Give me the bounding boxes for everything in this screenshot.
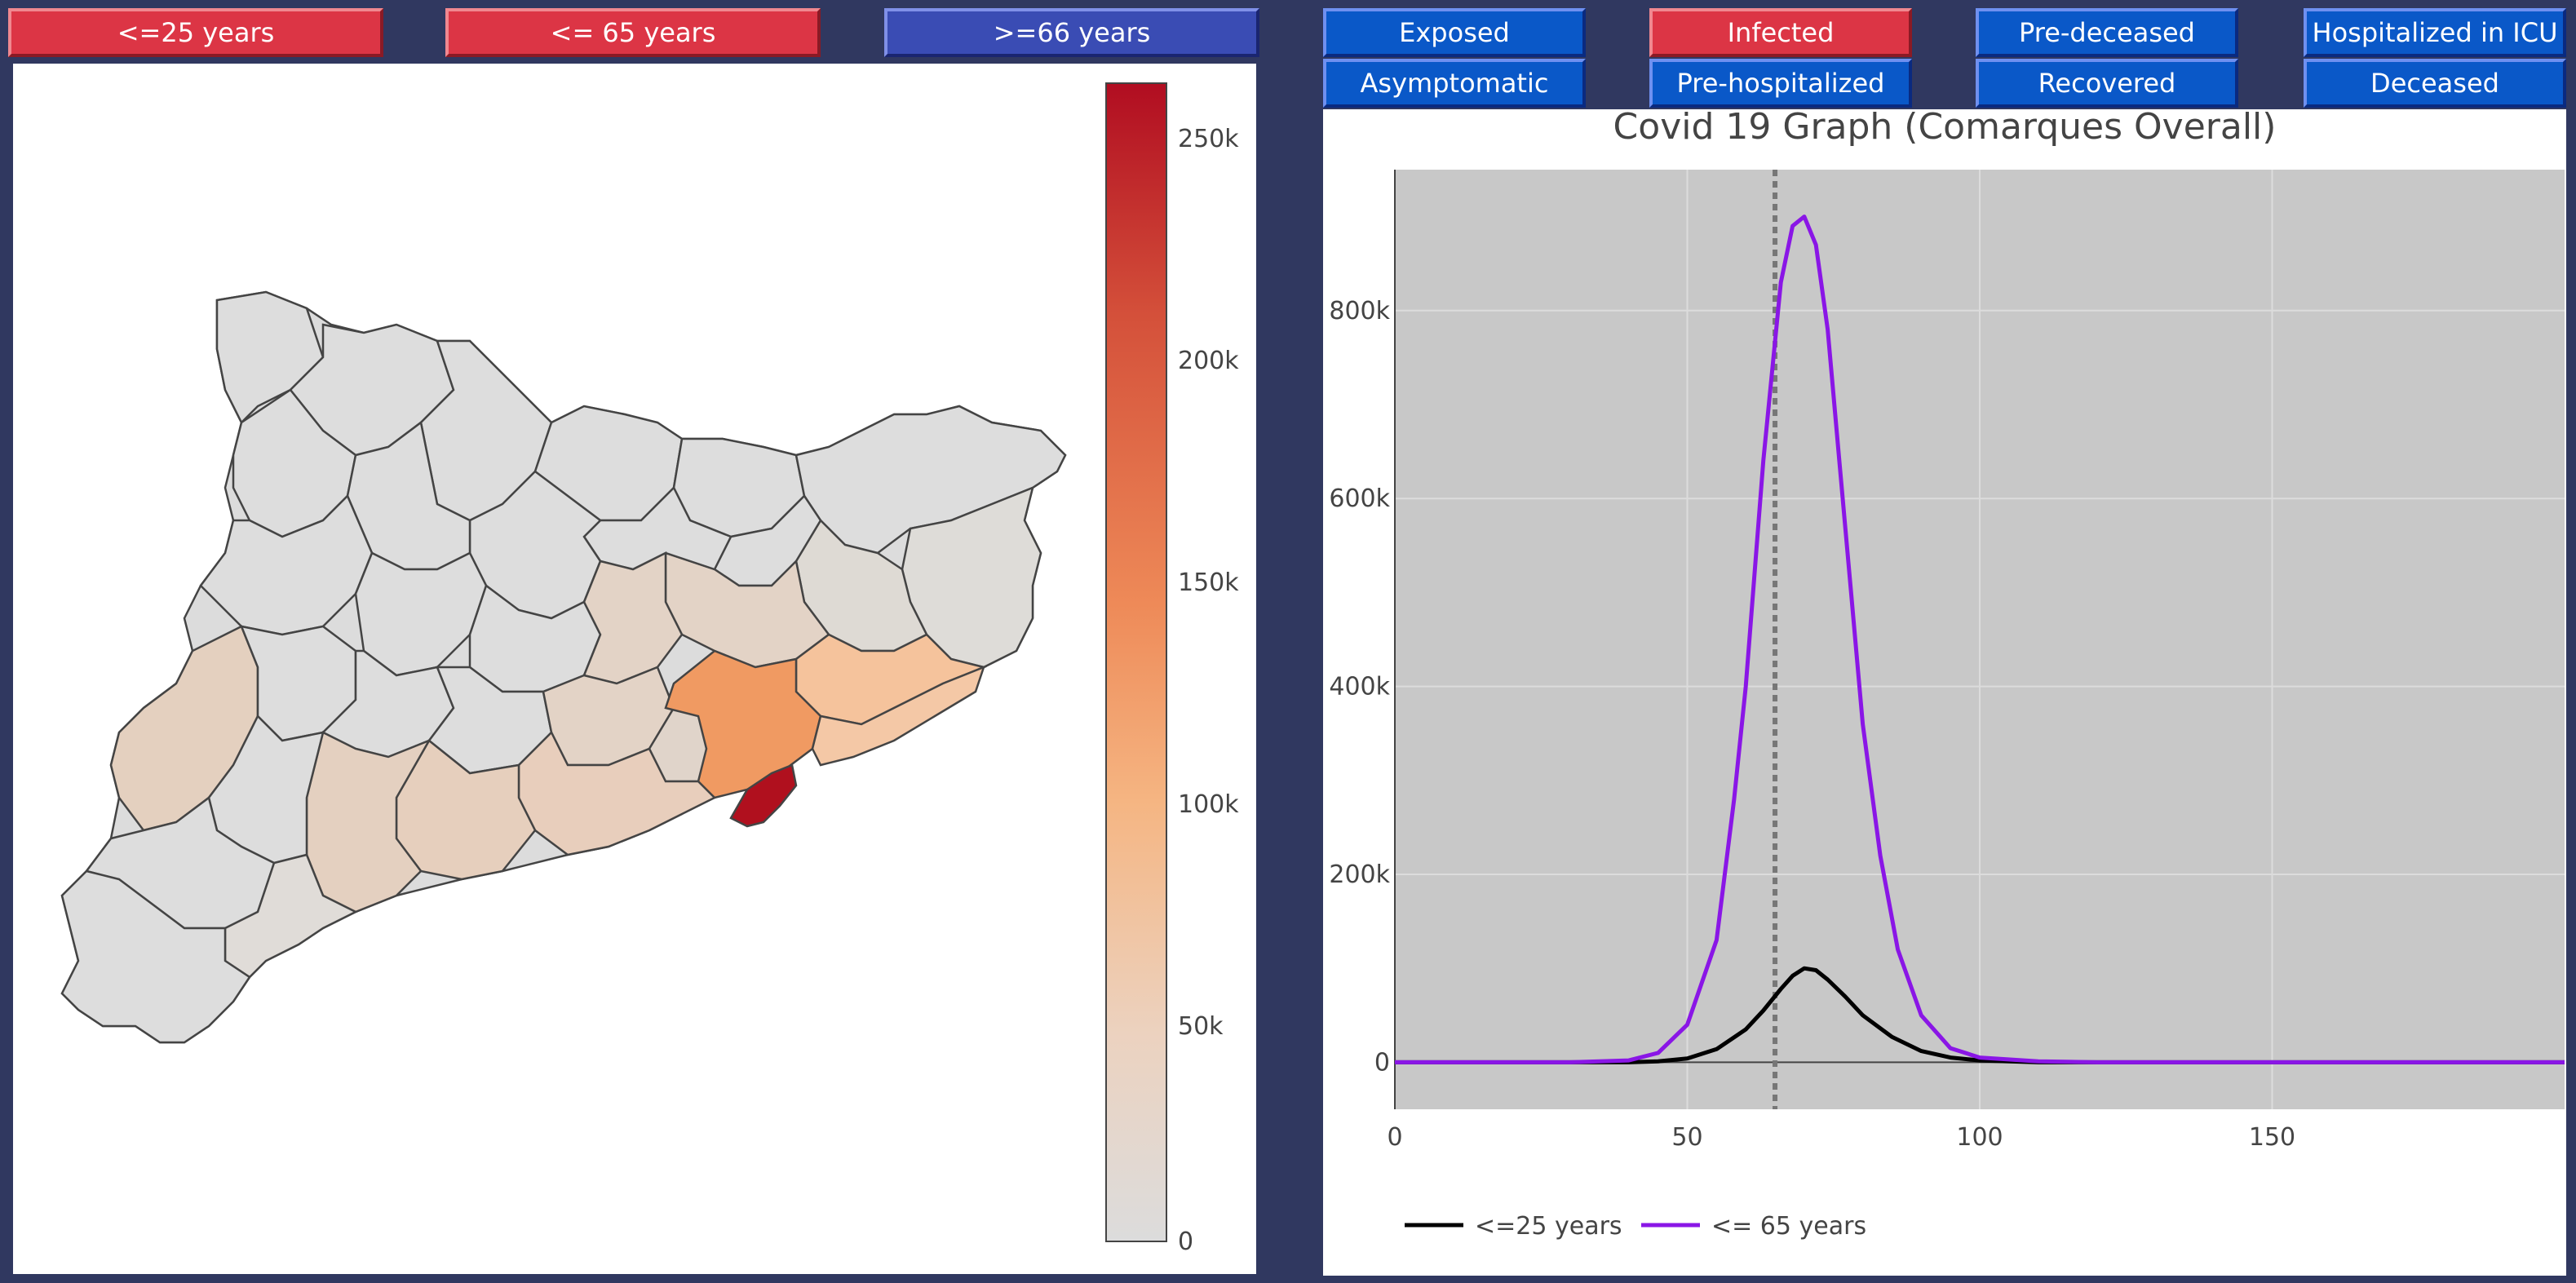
axis-ticks: 0 50 100 150 0 200k 400k 600k 800k <box>1329 297 2295 1152</box>
state-button-pre-hospitalized[interactable]: Pre-hospitalized <box>1649 59 1912 108</box>
map-region[interactable] <box>60 869 251 1044</box>
chart-legend[interactable]: <=25 years <= 65 years <box>1405 1212 1866 1241</box>
colorbar <box>1105 82 1167 1242</box>
colorbar-tick: 250k <box>1178 125 1239 153</box>
state-button-asymptomatic[interactable]: Asymptomatic <box>1323 59 1586 108</box>
x-tick-label: 0 <box>1387 1123 1402 1152</box>
y-tick-label: 400k <box>1329 673 1390 701</box>
state-button-infected[interactable]: Infected <box>1649 8 1912 57</box>
state-button-hospitalized-icu[interactable]: Hospitalized in ICU <box>2304 8 2566 57</box>
map-region[interactable] <box>215 290 325 425</box>
series-line-0[interactable] <box>1395 966 2565 1064</box>
y-tick-label: 0 <box>1374 1048 1390 1077</box>
state-button-exposed[interactable]: Exposed <box>1323 8 1586 57</box>
covid-line-chart[interactable]: Covid 19 Graph (Comarques Overall) 0 50 10… <box>1323 106 2566 1276</box>
series-layer <box>1395 215 2565 1064</box>
legend-label-series-0: <=25 years <box>1475 1212 1622 1241</box>
age-button-2[interactable]: >=66 years <box>884 8 1259 57</box>
legend-label-series-1: <= 65 years <box>1711 1212 1866 1241</box>
y-tick-label: 200k <box>1329 860 1390 889</box>
catalonia-choropleth-map[interactable]: 250k 200k 150k 100k 50k 0 <box>13 64 1256 1274</box>
map-region[interactable] <box>729 763 798 828</box>
series-line-1[interactable] <box>1395 215 2565 1064</box>
x-tick-label: 50 <box>1671 1123 1702 1152</box>
state-button-recovered[interactable]: Recovered <box>1976 59 2238 108</box>
colorbar-tick: 200k <box>1178 347 1239 375</box>
age-button-0[interactable]: <=25 years <box>8 8 383 57</box>
line-chart-panel: Covid 19 Graph (Comarques Overall) 0 50 10… <box>1323 106 2566 1276</box>
colorbar-tick: 50k <box>1178 1012 1224 1041</box>
state-button-deceased[interactable]: Deceased <box>2304 59 2566 108</box>
x-tick-label: 150 <box>2249 1123 2295 1152</box>
y-tick-label: 600k <box>1329 484 1390 513</box>
x-tick-label: 100 <box>1956 1123 2003 1152</box>
grid-lines <box>1395 170 2565 1109</box>
age-button-1[interactable]: <= 65 years <box>445 8 821 57</box>
chart-title: Covid 19 Graph (Comarques Overall) <box>1613 109 2277 148</box>
map-region[interactable] <box>517 730 717 856</box>
choropleth-map-panel: 250k 200k 150k 100k 50k 0 <box>13 64 1256 1274</box>
map-region[interactable] <box>811 665 986 767</box>
colorbar-tick: 150k <box>1178 569 1239 597</box>
colorbar-tick: 100k <box>1178 790 1239 819</box>
state-button-pre-deceased[interactable]: Pre-deceased <box>1976 8 2238 57</box>
colorbar-tick: 0 <box>1178 1228 1193 1256</box>
y-tick-label: 800k <box>1329 297 1390 325</box>
